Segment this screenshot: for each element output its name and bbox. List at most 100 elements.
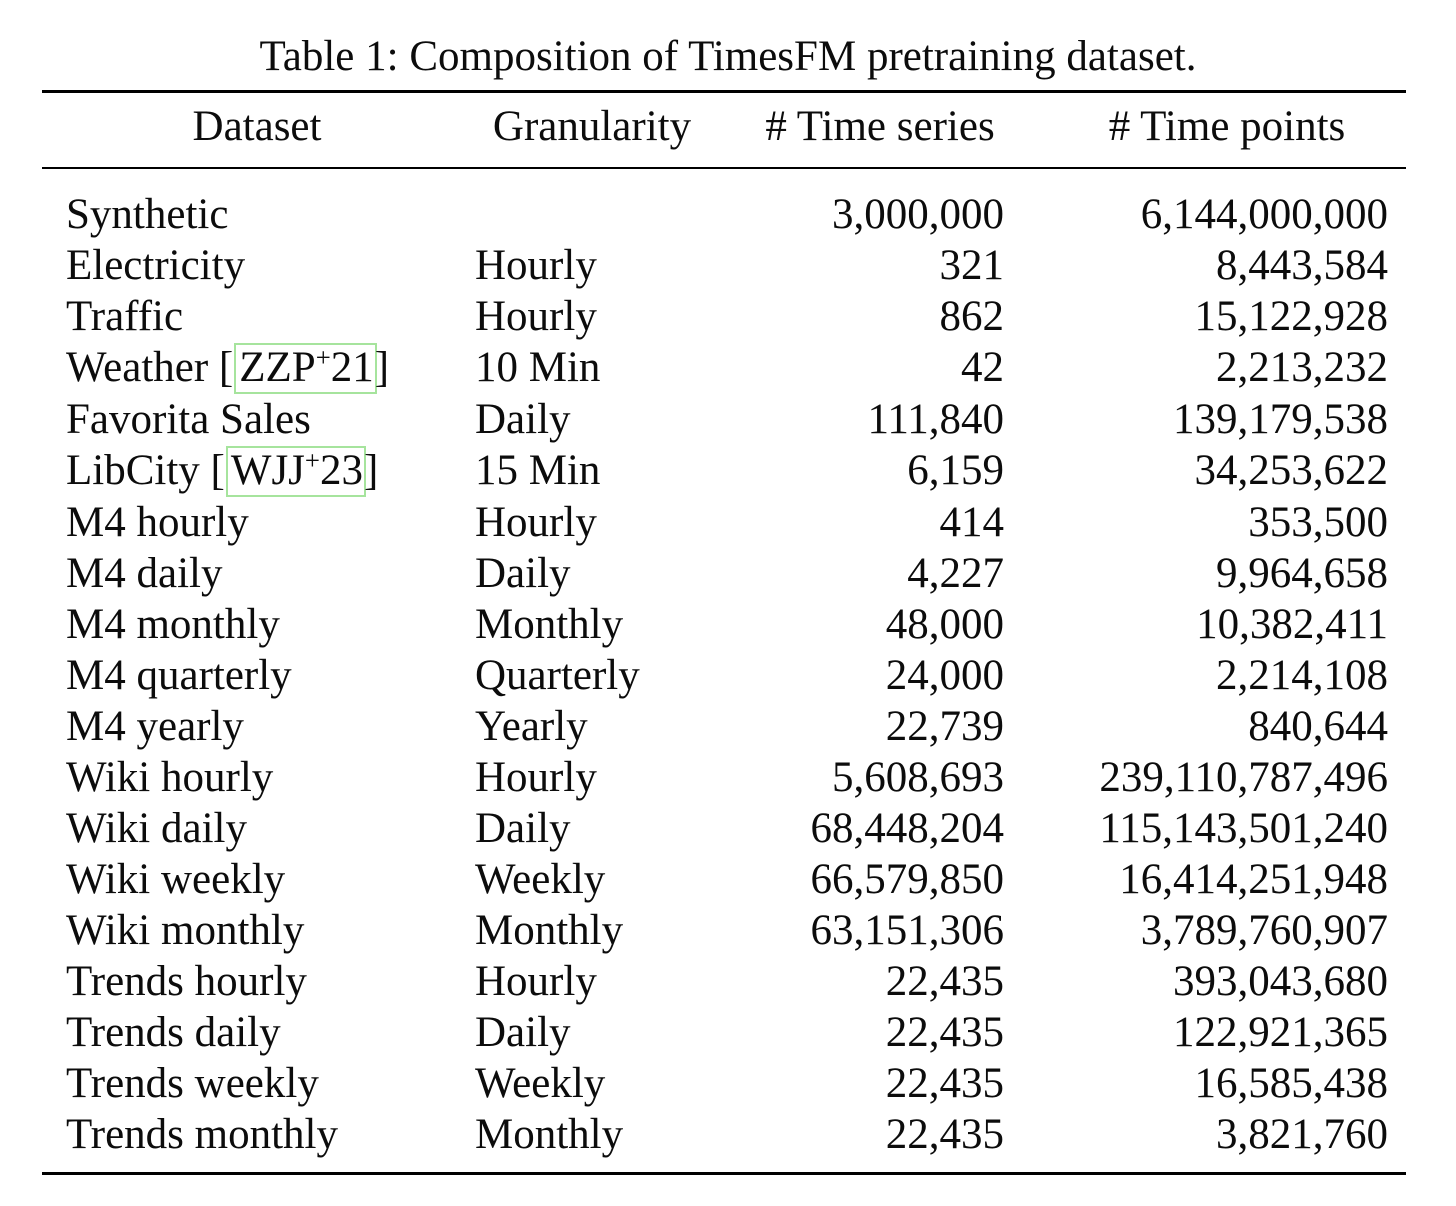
dataset-name: Weather [: [66, 344, 234, 391]
time-points-cell: 353,500: [1248, 498, 1388, 546]
time-points-cell: 16,585,438: [1194, 1059, 1389, 1107]
table-row-m4-quarterly: M4 quarterly Quarterly 24,000 2,214,108: [42, 650, 1406, 701]
citation-year: 21: [330, 344, 374, 391]
granularity-cell: Hourly: [475, 957, 597, 1005]
citation-link-wjj23[interactable]: WJJ+23: [225, 445, 366, 497]
time-series-cell: 48,000: [885, 600, 1004, 648]
citation-text: WJJ: [230, 446, 305, 494]
header-row: Dataset Granularity # Time series # Time…: [42, 90, 1406, 169]
time-series-cell: 22,435: [885, 1008, 1004, 1056]
column-header-dataset: Dataset: [42, 90, 472, 169]
time-series-cell: 111,840: [867, 395, 1004, 443]
granularity-cell: Daily: [475, 804, 571, 852]
dataset-cell: Trends monthly: [66, 1110, 338, 1158]
time-points-cell: 8,443,584: [1216, 242, 1388, 289]
granularity-cell: Daily: [475, 549, 571, 597]
time-series-cell: 414: [939, 498, 1005, 546]
table-row-libcity: LibCity [WJJ+23] 15 Min 6,159 34,253,622: [42, 445, 1406, 497]
granularity-cell: 15 Min: [475, 446, 601, 494]
granularity-cell: Hourly: [475, 753, 597, 801]
citation-year: 23: [319, 446, 363, 494]
dataset-name-suffix: ]: [374, 344, 390, 391]
table-row-favorita-sales: Favorita Sales Daily 111,840 139,179,538: [42, 394, 1406, 445]
table-row-synthetic: Synthetic 3,000,000 6,144,000,000: [42, 168, 1406, 240]
table-row-wiki-daily: Wiki daily Daily 68,448,204 115,143,501,…: [42, 803, 1406, 854]
dataset-cell: Traffic: [66, 293, 184, 340]
granularity-cell: Weekly: [475, 1059, 606, 1107]
granularity-cell: Weekly: [475, 855, 606, 903]
time-points-cell: 139,179,538: [1173, 395, 1388, 443]
time-points-cell: 16,414,251,948: [1119, 855, 1388, 903]
time-series-cell: 862: [939, 293, 1005, 340]
time-series-cell: 22,435: [885, 1110, 1004, 1158]
time-series-cell: 22,739: [885, 702, 1004, 750]
table-row-weather: Weather [ZZP+21] 10 Min 42 2,213,232: [42, 342, 1406, 394]
table-row-trends-daily: Trends daily Daily 22,435 122,921,365: [42, 1007, 1406, 1058]
column-header-granularity: Granularity: [472, 90, 712, 169]
column-header-time-series: # Time series: [712, 90, 1012, 169]
granularity-cell: Hourly: [475, 498, 597, 546]
dataset-cell: Wiki weekly: [66, 855, 286, 903]
granularity-cell: 10 Min: [475, 344, 601, 391]
table-row-trends-monthly: Trends monthly Monthly 22,435 3,821,760: [42, 1109, 1406, 1174]
time-series-cell: 42: [961, 344, 1004, 391]
dataset-cell: Trends hourly: [66, 957, 307, 1005]
column-header-time-points: # Time points: [1012, 90, 1406, 169]
time-points-cell: 122,921,365: [1173, 1008, 1388, 1056]
dataset-cell: M4 hourly: [66, 498, 249, 546]
table-row-trends-weekly: Trends weekly Weekly 22,435 16,585,438: [42, 1058, 1406, 1109]
table-row-m4-monthly: M4 monthly Monthly 48,000 10,382,411: [42, 599, 1406, 650]
dataset-cell: LibCity [WJJ+23]: [42, 445, 472, 497]
time-points-cell: 239,110,787,496: [1099, 753, 1388, 801]
time-series-cell: 63,151,306: [810, 906, 1005, 954]
time-points-cell: 15,122,928: [1194, 293, 1389, 340]
time-points-cell: 34,253,622: [1194, 446, 1389, 494]
time-points-cell: 10,382,411: [1196, 600, 1388, 648]
dataset-name-suffix: ]: [363, 446, 379, 494]
time-series-cell: 321: [939, 242, 1005, 289]
dataset-cell: M4 quarterly: [66, 651, 292, 699]
granularity-cell: Hourly: [475, 293, 597, 340]
time-series-cell: 68,448,204: [810, 804, 1005, 852]
dataset-cell: Electricity: [66, 242, 246, 289]
granularity-cell: Monthly: [475, 906, 624, 954]
table-row-wiki-monthly: Wiki monthly Monthly 63,151,306 3,789,76…: [42, 905, 1406, 956]
time-points-cell: 115,143,501,240: [1099, 804, 1388, 852]
granularity-cell: Monthly: [475, 1110, 624, 1158]
citation-link-zzp21[interactable]: ZZP+21: [234, 343, 377, 394]
table-row-electricity: Electricity Hourly 321 8,443,584: [42, 240, 1406, 291]
time-points-cell: 9,964,658: [1216, 549, 1388, 597]
citation-text: ZZP: [239, 344, 316, 391]
dataset-cell: Trends daily: [66, 1008, 281, 1056]
time-points-cell: 6,144,000,000: [1140, 191, 1388, 238]
granularity-cell: Hourly: [475, 242, 597, 289]
time-points-cell: 2,213,232: [1216, 344, 1388, 391]
dataset-cell: M4 daily: [66, 549, 223, 597]
pretraining-dataset-table: Dataset Granularity # Time series # Time…: [42, 90, 1406, 1175]
table-row-m4-yearly: M4 yearly Yearly 22,739 840,644: [42, 701, 1406, 752]
dataset-cell: Trends weekly: [66, 1059, 319, 1107]
dataset-cell: Synthetic: [66, 191, 229, 238]
dataset-cell: Wiki daily: [66, 804, 247, 852]
citation-superscript: +: [315, 342, 331, 373]
dataset-cell: Weather [ZZP+21]: [42, 342, 472, 394]
time-series-cell: 6,159: [907, 446, 1004, 494]
dataset-name: LibCity [: [66, 446, 225, 494]
granularity-cell: [472, 168, 712, 240]
time-series-cell: 3,000,000: [832, 191, 1004, 238]
time-series-cell: 5,608,693: [832, 753, 1004, 801]
time-series-cell: 22,435: [885, 1059, 1004, 1107]
time-series-cell: 24,000: [885, 651, 1004, 699]
time-points-cell: 3,789,760,907: [1140, 906, 1388, 954]
dataset-cell: Wiki monthly: [66, 906, 305, 954]
dataset-cell: M4 yearly: [66, 702, 244, 750]
time-points-cell: 840,644: [1248, 702, 1388, 750]
table-row-traffic: Traffic Hourly 862 15,122,928: [42, 291, 1406, 342]
granularity-cell: Yearly: [475, 702, 588, 750]
table-row-wiki-hourly: Wiki hourly Hourly 5,608,693 239,110,787…: [42, 752, 1406, 803]
time-points-cell: 2,214,108: [1216, 651, 1388, 699]
dataset-cell: Favorita Sales: [66, 395, 311, 443]
granularity-cell: Quarterly: [475, 651, 640, 699]
time-series-cell: 4,227: [907, 549, 1004, 597]
